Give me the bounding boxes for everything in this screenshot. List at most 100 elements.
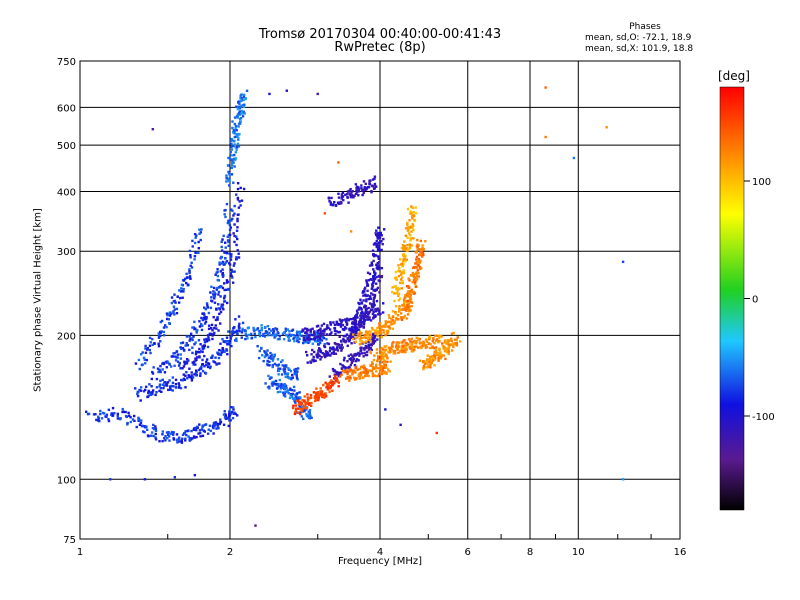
- data-point: [371, 249, 375, 252]
- colorbar-tick-label: 0: [752, 295, 758, 306]
- data-point: [272, 328, 275, 331]
- data-point: [397, 341, 401, 345]
- data-point: [353, 329, 356, 333]
- data-point: [376, 248, 380, 251]
- data-point: [241, 115, 245, 118]
- data-point: [195, 373, 199, 377]
- data-point: [305, 334, 308, 337]
- data-point: [168, 363, 171, 366]
- data-point: [110, 412, 114, 415]
- data-point: [159, 370, 162, 374]
- colorbar-tick-label: -100: [752, 412, 775, 423]
- data-point: [383, 350, 386, 354]
- data-point: [283, 392, 287, 395]
- data-point: [385, 366, 388, 369]
- data-point: [238, 113, 242, 116]
- data-point: [143, 358, 146, 361]
- data-point: [338, 330, 341, 334]
- data-point: [161, 439, 164, 443]
- data-point: [451, 342, 455, 345]
- data-point: [232, 140, 236, 143]
- data-point: [343, 370, 347, 374]
- data-point: [388, 348, 392, 352]
- data-point: [422, 253, 425, 257]
- data-point: [373, 374, 376, 377]
- data-point: [349, 357, 353, 360]
- data-point: [365, 353, 369, 357]
- data-point: [371, 342, 374, 345]
- data-point: [373, 273, 377, 276]
- data-point: [441, 344, 445, 348]
- data-point: [203, 322, 207, 325]
- data-point: [225, 349, 229, 352]
- data-point: [220, 349, 223, 353]
- data-point: [223, 288, 226, 292]
- data-point: [294, 335, 297, 339]
- data-point: [373, 335, 377, 338]
- data-point: [356, 316, 359, 319]
- data-point: [163, 384, 166, 387]
- data-point: [274, 383, 277, 386]
- data-point: [368, 331, 372, 334]
- data-point: [276, 338, 280, 341]
- data-point: [380, 352, 384, 355]
- data-point: [323, 329, 326, 332]
- data-point: [342, 365, 345, 368]
- data-point: [448, 339, 451, 342]
- data-point: [382, 353, 385, 357]
- data-point: [188, 348, 191, 352]
- data-point: [322, 322, 326, 326]
- data-point: [190, 379, 194, 382]
- data-point: [544, 86, 547, 89]
- data-point: [358, 343, 362, 346]
- y-axis-label: Stationary phase Virtual Height [km]: [32, 208, 44, 392]
- data-point: [107, 408, 111, 412]
- data-point: [224, 246, 227, 249]
- data-point: [348, 328, 351, 331]
- data-point: [214, 421, 218, 424]
- data-point: [405, 285, 409, 288]
- data-point: [198, 429, 202, 432]
- data-point: [132, 414, 136, 418]
- data-point: [298, 391, 301, 394]
- data-point: [373, 303, 376, 307]
- data-point: [320, 332, 323, 335]
- data-point: [151, 372, 155, 375]
- data-point: [172, 305, 176, 308]
- data-point: [280, 386, 284, 389]
- data-point: [215, 327, 218, 330]
- data-point: [306, 361, 309, 364]
- data-point: [311, 327, 314, 330]
- data-point: [340, 373, 343, 376]
- data-point: [216, 267, 219, 271]
- data-point: [105, 415, 108, 419]
- data-point: [317, 343, 321, 346]
- data-point: [422, 365, 426, 368]
- data-point: [423, 360, 426, 363]
- data-point: [393, 299, 396, 303]
- data-point: [374, 314, 377, 318]
- data-point: [377, 374, 380, 378]
- data-point: [325, 385, 329, 389]
- data-point: [316, 92, 319, 96]
- data-point: [235, 331, 239, 334]
- data-point: [409, 340, 412, 343]
- data-point: [328, 328, 332, 331]
- data-point: [299, 330, 302, 334]
- data-point: [358, 337, 362, 341]
- data-point: [268, 387, 271, 390]
- data-point: [456, 336, 459, 339]
- data-point: [411, 342, 414, 346]
- data-point: [193, 360, 196, 363]
- data-point: [411, 280, 414, 284]
- data-point: [378, 291, 381, 294]
- data-point: [455, 344, 459, 347]
- grid: [80, 61, 680, 539]
- data-point: [139, 399, 142, 402]
- data-point: [373, 354, 376, 357]
- data-point: [366, 294, 370, 297]
- data-point: [235, 132, 239, 136]
- data-point: [233, 212, 236, 215]
- data-point: [298, 337, 301, 341]
- data-point: [308, 402, 311, 406]
